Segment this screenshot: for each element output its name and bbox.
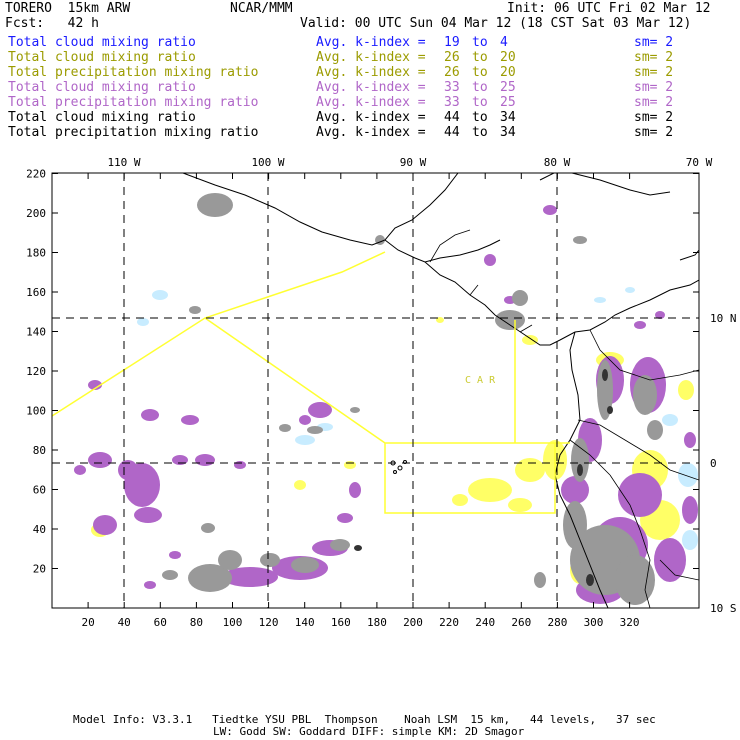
legend-to-word: to	[472, 80, 488, 95]
legend-label: Total cloud mixing ratio	[8, 110, 196, 125]
y-tick-label: 100	[26, 405, 46, 418]
longitude-label: 100 W	[251, 156, 284, 169]
x-tick-label: 120	[259, 616, 279, 629]
latitude-label: 10 N	[710, 312, 737, 325]
legend-avg: Avg. k-index =	[316, 35, 426, 50]
legend-label: Total precipitation mixing ratio	[8, 125, 259, 140]
legend-avg: Avg. k-index =	[316, 125, 426, 140]
legend-sm: sm= 2	[634, 110, 674, 125]
legend-from: 33	[444, 80, 460, 95]
y-tick-label: 60	[33, 484, 46, 497]
legend-label: Total precipitation mixing ratio	[8, 65, 259, 80]
borders	[429, 229, 699, 608]
legend-avg: Avg. k-index =	[316, 95, 426, 110]
legend-from: 26	[444, 50, 460, 65]
legend-from: 33	[444, 95, 460, 110]
legend-avg: Avg. k-index =	[316, 65, 426, 80]
graticule	[52, 173, 699, 608]
cloud-dark-cores	[354, 369, 613, 586]
legend-avg: Avg. k-index =	[316, 80, 426, 95]
cloud-light-cyan-areas	[137, 287, 698, 550]
domain-outlines	[51, 251, 570, 514]
init-time: Init: 06 UTC Fri 02 Mar 12	[507, 1, 711, 16]
latitude-label: 0	[710, 457, 717, 470]
legend-label: Total cloud mixing ratio	[8, 50, 196, 65]
legend-label: Total cloud mixing ratio	[8, 35, 196, 50]
legend-to-word: to	[472, 35, 488, 50]
legend-to: 4	[500, 35, 508, 50]
x-tick-label: 40	[118, 616, 131, 629]
longitude-label: 110 W	[107, 156, 140, 169]
legend-from: 19	[444, 35, 460, 50]
latitude-label: 10 S	[710, 602, 737, 615]
x-tick-label: 100	[223, 616, 243, 629]
x-tick-label: 160	[331, 616, 351, 629]
galapagos-islands	[390, 460, 407, 474]
legend-label: Total cloud mixing ratio	[8, 80, 196, 95]
x-tick-label: 300	[584, 616, 604, 629]
longitude-label: 80 W	[544, 156, 571, 169]
x-tick-label: 220	[439, 616, 459, 629]
plot-frame	[51, 172, 700, 609]
legend-sm: sm= 2	[634, 50, 674, 65]
x-tick-label: 260	[511, 616, 531, 629]
axis-tick-labels: 20 40 60 80 100 120 140 160 180 200 220 240 260 280 30…	[26, 156, 736, 629]
y-tick-label: 40	[33, 523, 46, 536]
valid-time: Valid: 00 UTC Sun 04 Mar 12 (18 CST Sat …	[300, 16, 692, 31]
longitude-label: 90 W	[400, 156, 427, 169]
x-tick-label: 140	[295, 616, 315, 629]
legend-to: 25	[500, 80, 516, 95]
x-tick-label: 200	[403, 616, 423, 629]
y-tick-label: 180	[26, 247, 46, 260]
legend-from: 26	[444, 65, 460, 80]
legend-avg: Avg. k-index =	[316, 50, 426, 65]
legend-sm: sm= 2	[634, 95, 674, 110]
x-tick-label: 180	[367, 616, 387, 629]
y-tick-label: 140	[26, 326, 46, 339]
y-tick-label: 160	[26, 286, 46, 299]
x-tick-label: 320	[620, 616, 640, 629]
legend-to-word: to	[472, 65, 488, 80]
legend-to: 25	[500, 95, 516, 110]
legend-to: 20	[500, 65, 516, 80]
legend-to-word: to	[472, 50, 488, 65]
footer-physics-info: LW: Godd SW: Goddard DIFF: simple KM: 2D…	[213, 725, 525, 738]
legend-from: 44	[444, 125, 460, 140]
y-tick-label: 220	[26, 168, 46, 181]
legend-sm: sm= 2	[634, 80, 674, 95]
y-tick-label: 200	[26, 207, 46, 220]
x-tick-label: 60	[154, 616, 167, 629]
x-tick-label: 80	[190, 616, 203, 629]
y-tick-label: 20	[33, 563, 46, 576]
legend-to-word: to	[472, 95, 488, 110]
y-tick-label: 120	[26, 365, 46, 378]
legend-label: Total precipitation mixing ratio	[8, 95, 259, 110]
legend-sm: sm= 2	[634, 125, 674, 140]
legend-from: 44	[444, 110, 460, 125]
region-label: C A R	[465, 375, 496, 386]
x-tick-label: 20	[81, 616, 94, 629]
model-title: TORERO 15km ARW	[5, 1, 131, 16]
legend-sm: sm= 2	[634, 35, 674, 50]
legend-to-word: to	[472, 110, 488, 125]
footer-model-info: Model Info: V3.3.1 Tiedtke YSU PBL Thomp…	[73, 713, 656, 726]
legend-avg: Avg. k-index =	[316, 110, 426, 125]
coastlines	[182, 173, 699, 608]
axis-ticks	[52, 173, 699, 608]
legend-to: 20	[500, 50, 516, 65]
legend-sm: sm= 2	[634, 65, 674, 80]
legend-to: 34	[500, 125, 516, 140]
longitude-label: 70 W	[686, 156, 713, 169]
legend-to: 34	[500, 110, 516, 125]
y-tick-label: 80	[33, 444, 46, 457]
field-layer	[74, 193, 698, 605]
forecast-hour: Fcst: 42 h	[5, 16, 99, 31]
x-tick-label: 240	[475, 616, 495, 629]
legend-to-word: to	[472, 125, 488, 140]
x-tick-label: 280	[547, 616, 567, 629]
center-name: NCAR/MMM	[230, 1, 293, 16]
